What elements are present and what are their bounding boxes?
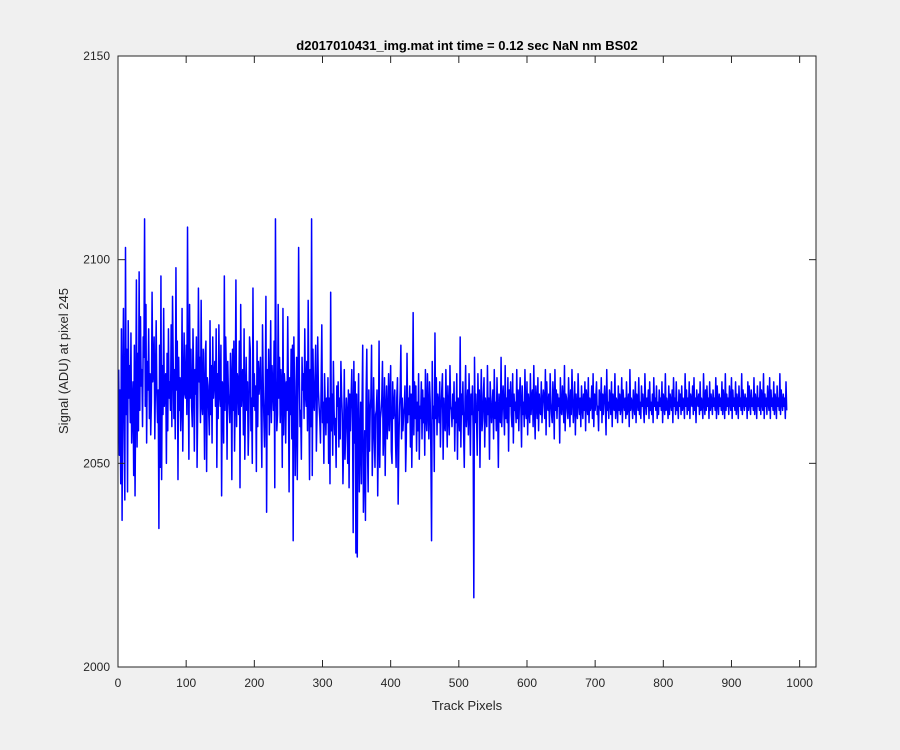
y-axis: 2000 2050 2100 2150	[83, 49, 816, 674]
x-tick-label: 0	[115, 676, 122, 690]
x-tick-label: 500	[449, 676, 469, 690]
x-tick-label: 1000	[786, 676, 813, 690]
series-layer	[117, 218, 788, 599]
x-tick-label: 200	[244, 676, 264, 690]
x-tick-label: 300	[312, 676, 332, 690]
x-tick-label: 400	[381, 676, 401, 690]
y-tick-label: 2150	[83, 49, 110, 63]
chart-title: d2017010431_img.mat int time = 0.12 sec …	[296, 38, 637, 53]
x-tick-label: 800	[653, 676, 673, 690]
x-tick-label: 100	[176, 676, 196, 690]
x-axis-label: Track Pixels	[432, 698, 503, 713]
x-tick-label: 600	[517, 676, 537, 690]
plot-background	[118, 56, 816, 667]
series-line-0	[117, 218, 788, 599]
plot-frame	[117, 55, 817, 668]
y-tick-label: 2050	[83, 456, 110, 470]
y-tick-label: 2000	[83, 660, 110, 674]
x-axis: 0 100 200 300 400 500 600 700 800 900 1000	[115, 56, 813, 690]
x-tick-label: 700	[585, 676, 605, 690]
y-tick-label: 2100	[83, 253, 110, 267]
x-tick-label: 900	[721, 676, 741, 690]
y-axis-label: Signal (ADU) at pixel 245	[56, 288, 71, 434]
